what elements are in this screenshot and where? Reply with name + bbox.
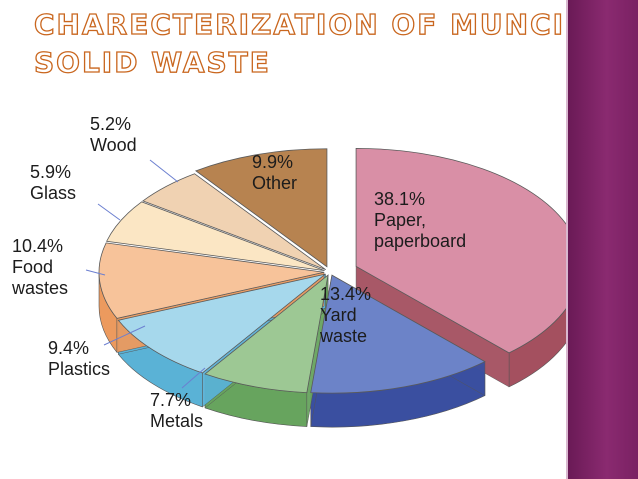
slice-label-glass: 5.9% Glass [30,162,76,203]
leader-line-3 [181,367,206,389]
pie-slice-paper-paperboard [355,147,566,354]
leader-line-6 [97,203,121,221]
slice-name-label: Wood [90,135,137,155]
slice-value-label: 38.1% [374,189,425,209]
slice-value-label: 13.4% [320,284,371,304]
pie-slice-wood [142,173,326,271]
pie-slice-metals [204,274,329,394]
slide-title-line-2: SOLID WASTE [33,45,271,79]
pie-slice-yard-waste [310,274,486,394]
pie-slice-food-wastes [98,242,325,319]
slice-label-food-wastes: 10.4% Food wastes [11,236,68,298]
slide-title-line-1: CHARECTERIZATION OF MUNCIPAL [33,7,629,41]
slice-name-label: Paper, [374,210,426,230]
slice-value-label: 10.4% [12,236,63,256]
slice-name-label: Glass [30,183,76,203]
leader-line-4 [103,325,146,346]
decorative-side-bar [568,0,638,479]
slice-name-label: Other [252,173,297,193]
pie-slice-plastics [117,273,326,374]
slice-label-yard-waste: 13.4% Yard waste [319,284,371,346]
pie-slice-other [195,148,328,268]
slice-label-metals: 7.7% Metals [150,390,203,431]
slice-name-label: paperboard [374,231,466,251]
slice-name-label: Plastics [48,359,110,379]
leader-line-5 [85,269,106,276]
slice-name-label: Food [12,257,53,277]
slice-value-label: 7.7% [150,390,191,410]
slice-value-label: 5.9% [30,162,71,182]
slice-label-wood: 5.2% Wood [90,114,137,155]
slice-name-label: Metals [150,411,203,431]
side-bar-edge [566,0,568,479]
slice-label-paper-paperboard: 38.1% Paper, paperboard [374,189,466,251]
slice-name-label: Yard [320,305,357,325]
slide-title: CHARECTERIZATION OF MUNCIPAL SOLID WASTE [33,6,629,82]
pie-slice-glass [106,201,325,272]
slice-value-label: 5.2% [90,114,131,134]
slice-label-plastics: 9.4% Plastics [48,338,110,379]
slice-label-other: 9.9% Other [252,152,297,193]
slice-name-label: waste [319,326,367,346]
slice-value-label: 9.4% [48,338,89,358]
slice-name-label: wastes [11,278,68,298]
leader-line-7 [149,159,179,183]
slice-value-label: 9.9% [252,152,293,172]
